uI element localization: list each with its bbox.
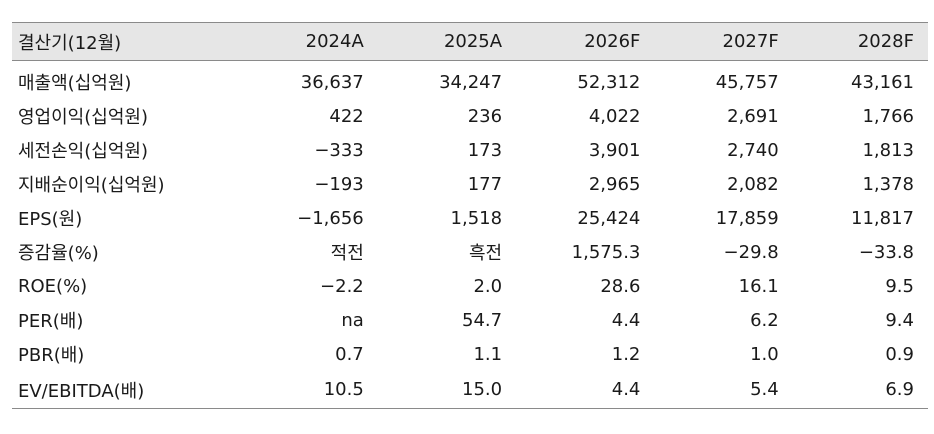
row-label: 지배순이익(십억원) [18, 175, 165, 196]
table-cell: 9.5 [885, 275, 914, 297]
table-body: 매출액(십억원) 36,637 34,247 52,312 45,757 43,… [12, 61, 928, 409]
table-cell: 25,424 [577, 207, 641, 229]
table-row: 증감율(%) 적전 흑전 1,575.3 −29.8 −33.8 [12, 235, 928, 269]
table-row: 영업이익(십억원) 422 236 4,022 2,691 1,766 [12, 99, 928, 133]
table-cell: na [341, 309, 364, 331]
table-cell: 34,247 [439, 71, 503, 93]
table-cell: 15.0 [377, 371, 517, 409]
table-cell: 0.7 [335, 343, 364, 365]
table-cell: 2,691 [727, 105, 779, 127]
table-cell: −1,656 [297, 207, 364, 229]
table-cell: 9.4 [885, 309, 914, 331]
header-label-fiscal-year: 결산기(12월) [12, 22, 240, 61]
table-cell: 5.4 [654, 371, 793, 409]
table-cell: −29.8 [723, 241, 779, 263]
table-cell: 17,859 [715, 207, 779, 229]
table-cell: 1,575.3 [571, 241, 641, 263]
header-year-2024a: 2024A [239, 22, 378, 61]
table-cell: 4.4 [611, 309, 641, 331]
table-cell: 6.9 [792, 371, 928, 409]
row-label: PER(배) [18, 311, 84, 332]
row-label: 세전손익(십억원) [18, 141, 148, 162]
table-cell: 2,740 [727, 139, 779, 161]
header-year-2028f: 2028F [792, 22, 928, 61]
table-cell: 10.5 [239, 371, 378, 409]
table-cell: 43,161 [851, 71, 914, 93]
table-cell: 적전 [330, 243, 364, 264]
table-cell: 4.4 [516, 371, 655, 409]
table-cell: 1,813 [862, 139, 914, 161]
table-cell: 6.2 [750, 309, 779, 331]
table-cell: 1.1 [473, 343, 503, 365]
table-cell: −333 [314, 139, 364, 161]
header-year-2025a: 2025A [377, 22, 517, 61]
table-cell: 54.7 [462, 309, 503, 331]
header-year-2026f: 2026F [516, 22, 655, 61]
table-cell: −33.8 [858, 241, 914, 263]
table-cell: 28.6 [600, 275, 641, 297]
row-label: PBR(배) [18, 345, 85, 366]
row-label: ROE(%) [18, 275, 88, 297]
table-cell: 422 [329, 105, 364, 127]
table-cell: 1,378 [862, 173, 914, 195]
table-cell: 177 [467, 173, 503, 195]
financial-summary-table: 결산기(12월) 2024A 2025A 2026F 2027F 2028F 매… [12, 22, 928, 409]
row-label: EPS(원) [18, 209, 83, 230]
table-cell: 0.9 [885, 343, 914, 365]
table-cell: −193 [314, 173, 364, 195]
table-cell: 52,312 [577, 71, 641, 93]
table-cell: 11,817 [851, 207, 914, 229]
header-year-2027f: 2027F [654, 22, 793, 61]
table-cell: 36,637 [300, 71, 364, 93]
table-cell: 2,965 [588, 173, 641, 195]
table-cell: 3,901 [588, 139, 641, 161]
table-cell: 16.1 [738, 275, 779, 297]
table-cell: 1,766 [862, 105, 914, 127]
table-cell: 1.0 [750, 343, 779, 365]
table-cell: 2.0 [473, 275, 503, 297]
table-row: ROE(%) −2.2 2.0 28.6 16.1 9.5 [12, 269, 928, 303]
table-cell: 흑전 [468, 243, 503, 264]
table-cell: 2,082 [727, 173, 779, 195]
table-row: 지배순이익(십억원) −193 177 2,965 2,082 1,378 [12, 167, 928, 201]
table-row: 세전손익(십억원) −333 173 3,901 2,740 1,813 [12, 133, 928, 167]
table-row: PBR(배) 0.7 1.1 1.2 1.0 0.9 [12, 337, 928, 371]
row-label: EV/EBITDA(배) [12, 371, 240, 409]
table-cell: 173 [467, 139, 503, 161]
row-label: 영업이익(십억원) [18, 107, 148, 128]
row-label: 증감율(%) [18, 243, 99, 264]
table-header: 결산기(12월) 2024A 2025A 2026F 2027F 2028F [12, 22, 928, 61]
table-cell: 1,518 [450, 207, 503, 229]
table-cell: −2.2 [320, 275, 364, 297]
table-cell: 236 [467, 105, 503, 127]
table-row: 매출액(십억원) 36,637 34,247 52,312 45,757 43,… [12, 61, 928, 100]
row-label: 매출액(십억원) [18, 73, 132, 94]
table-cell: 4,022 [588, 105, 641, 127]
table-row: EPS(원) −1,656 1,518 25,424 17,859 11,817 [12, 201, 928, 235]
header-row: 결산기(12월) 2024A 2025A 2026F 2027F 2028F [12, 22, 928, 61]
table-cell: 45,757 [715, 71, 779, 93]
table-cell: 1.2 [611, 343, 641, 365]
table-row: PER(배) na 54.7 4.4 6.2 9.4 [12, 303, 928, 337]
table-row: EV/EBITDA(배) 10.5 15.0 4.4 5.4 6.9 [12, 371, 928, 409]
